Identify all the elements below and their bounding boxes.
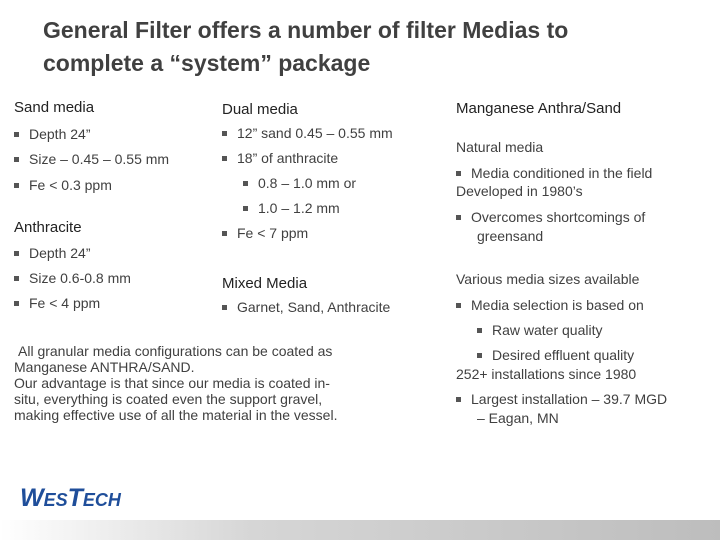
bullet-icon — [456, 171, 461, 176]
bullet-icon — [14, 276, 19, 281]
title-line-1: General Filter offers a number of filter… — [43, 17, 569, 43]
bullet-icon — [243, 181, 248, 186]
bullet-icon — [456, 303, 461, 308]
anthracite-header: Anthracite — [14, 219, 82, 236]
sub-list-item: 1.0 – 1.2 mm — [243, 200, 340, 216]
bullet-icon — [456, 397, 461, 402]
sub-list-item: Raw water quality — [477, 322, 603, 338]
bullet-icon — [14, 157, 19, 162]
list-item: 12” sand 0.45 – 0.55 mm — [222, 125, 393, 141]
bullet-icon — [222, 156, 227, 161]
coating-paragraph: All granular media configurations can be… — [14, 343, 338, 423]
list-item: Size – 0.45 – 0.55 mm — [14, 151, 169, 167]
bullet-icon — [477, 353, 482, 358]
list-item: Garnet, Sand, Anthracite — [222, 299, 390, 315]
slide-title: General Filter offers a number of filter… — [43, 14, 693, 80]
bullet-icon — [477, 328, 482, 333]
bullet-icon — [243, 206, 248, 211]
list-item: Depth 24” — [14, 126, 90, 142]
bullet-icon — [14, 301, 19, 306]
bullet-icon — [222, 131, 227, 136]
various-sizes-text: Various media sizes available — [456, 271, 640, 287]
installations-text: 252+ installations since 1980 — [456, 366, 637, 382]
list-item: 18” of anthracite — [222, 150, 338, 166]
westech-logo: WESTECH — [20, 484, 121, 512]
sub-list-item: Desired effluent quality — [477, 347, 634, 363]
developed-text: Developed in 1980’s — [456, 183, 583, 199]
bullet-icon — [14, 251, 19, 256]
list-item: Media selection is based on — [456, 297, 644, 313]
manganese-header: Manganese Anthra/Sand — [456, 100, 622, 117]
list-item: Fe < 0.3 ppm — [14, 177, 112, 193]
list-item: Overcomes shortcomings of — [456, 209, 645, 225]
list-item: Depth 24” — [14, 245, 90, 261]
list-item: Largest installation – 39.7 MGD — [456, 391, 667, 407]
footer-gradient-bar — [0, 520, 720, 540]
list-item-continuation: greensand — [477, 228, 544, 244]
bullet-icon — [456, 215, 461, 220]
sub-list-item: 0.8 – 1.0 mm or — [243, 175, 356, 191]
bullet-icon — [222, 305, 227, 310]
list-item: Size 0.6-0.8 mm — [14, 270, 131, 286]
list-item: Media conditioned in the field — [456, 165, 652, 181]
bullet-icon — [14, 132, 19, 137]
natural-media-text: Natural media — [456, 139, 544, 155]
bullet-icon — [222, 231, 227, 236]
list-item: Fe < 4 ppm — [14, 295, 100, 311]
title-line-2: complete a “system” package — [43, 50, 371, 76]
bullet-icon — [14, 183, 19, 188]
list-item: Fe < 7 ppm — [222, 225, 308, 241]
sand-media-header: Sand media — [14, 99, 95, 116]
mixed-media-header: Mixed Media — [222, 275, 308, 292]
list-item-continuation: – Eagan, MN — [477, 410, 559, 426]
dual-media-header: Dual media — [222, 101, 298, 118]
